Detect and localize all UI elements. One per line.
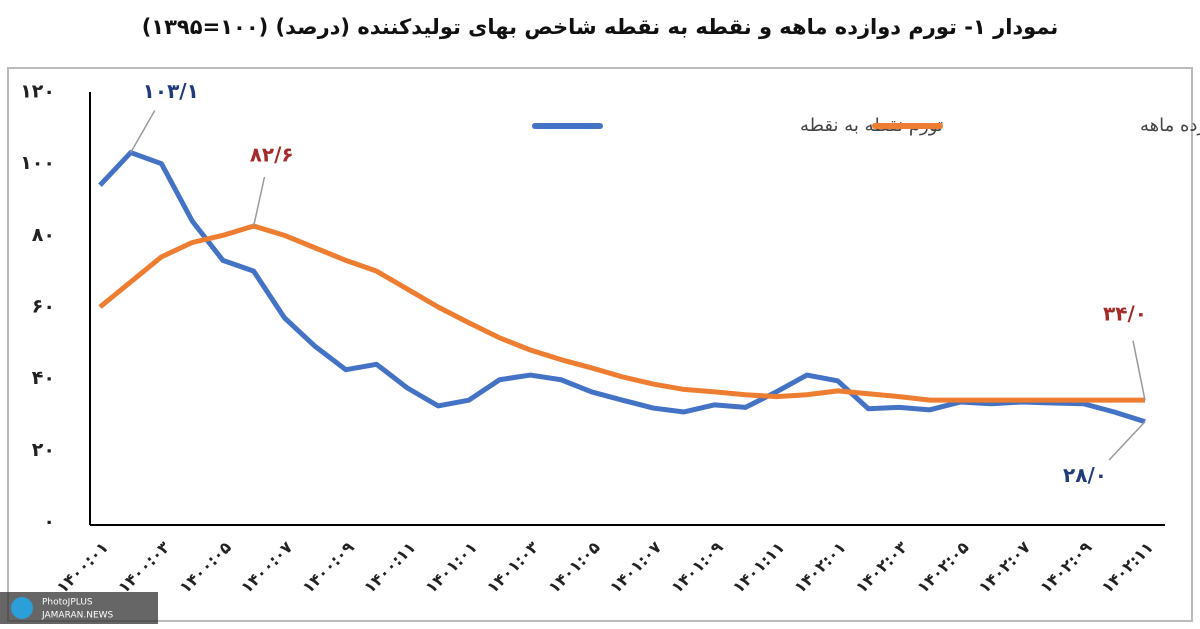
legend-label: تورم نقطه به نقطه	[800, 115, 943, 136]
y-tick-label: ۴۰	[32, 367, 55, 389]
label-leader	[1132, 340, 1146, 401]
y-tick-label: ۰	[43, 511, 55, 533]
chart-title: نمودار ۱- تورم دوازده ماهه و نقطه به نقط…	[142, 15, 1059, 39]
watermark-text: JAMARAN.NEWS	[41, 611, 114, 621]
data-label: ۲۸/۰	[1063, 463, 1107, 487]
watermark-text: PhotoJPLUS	[42, 598, 93, 608]
y-tick-label: ۲۰	[32, 439, 55, 461]
y-tick-label: ۸۰	[32, 224, 55, 246]
y-tick-label: ۱۰۰	[20, 152, 55, 174]
legend-label: تورم دوازده ماهه	[1140, 115, 1200, 136]
label-leader	[1108, 421, 1146, 461]
chart-frame	[7, 67, 1193, 622]
data-label: ۱۰۳/۱	[143, 79, 199, 103]
y-tick-label: ۱۲۰	[20, 81, 55, 103]
label-leader	[252, 176, 266, 227]
series-line	[98, 223, 1145, 403]
watermark-logo	[11, 597, 33, 619]
y-tick-label: ۶۰	[32, 296, 55, 318]
data-label: ۳۴/۰	[1103, 302, 1147, 326]
label-leader	[130, 110, 156, 153]
data-label: ۸۲/۶	[250, 143, 294, 167]
